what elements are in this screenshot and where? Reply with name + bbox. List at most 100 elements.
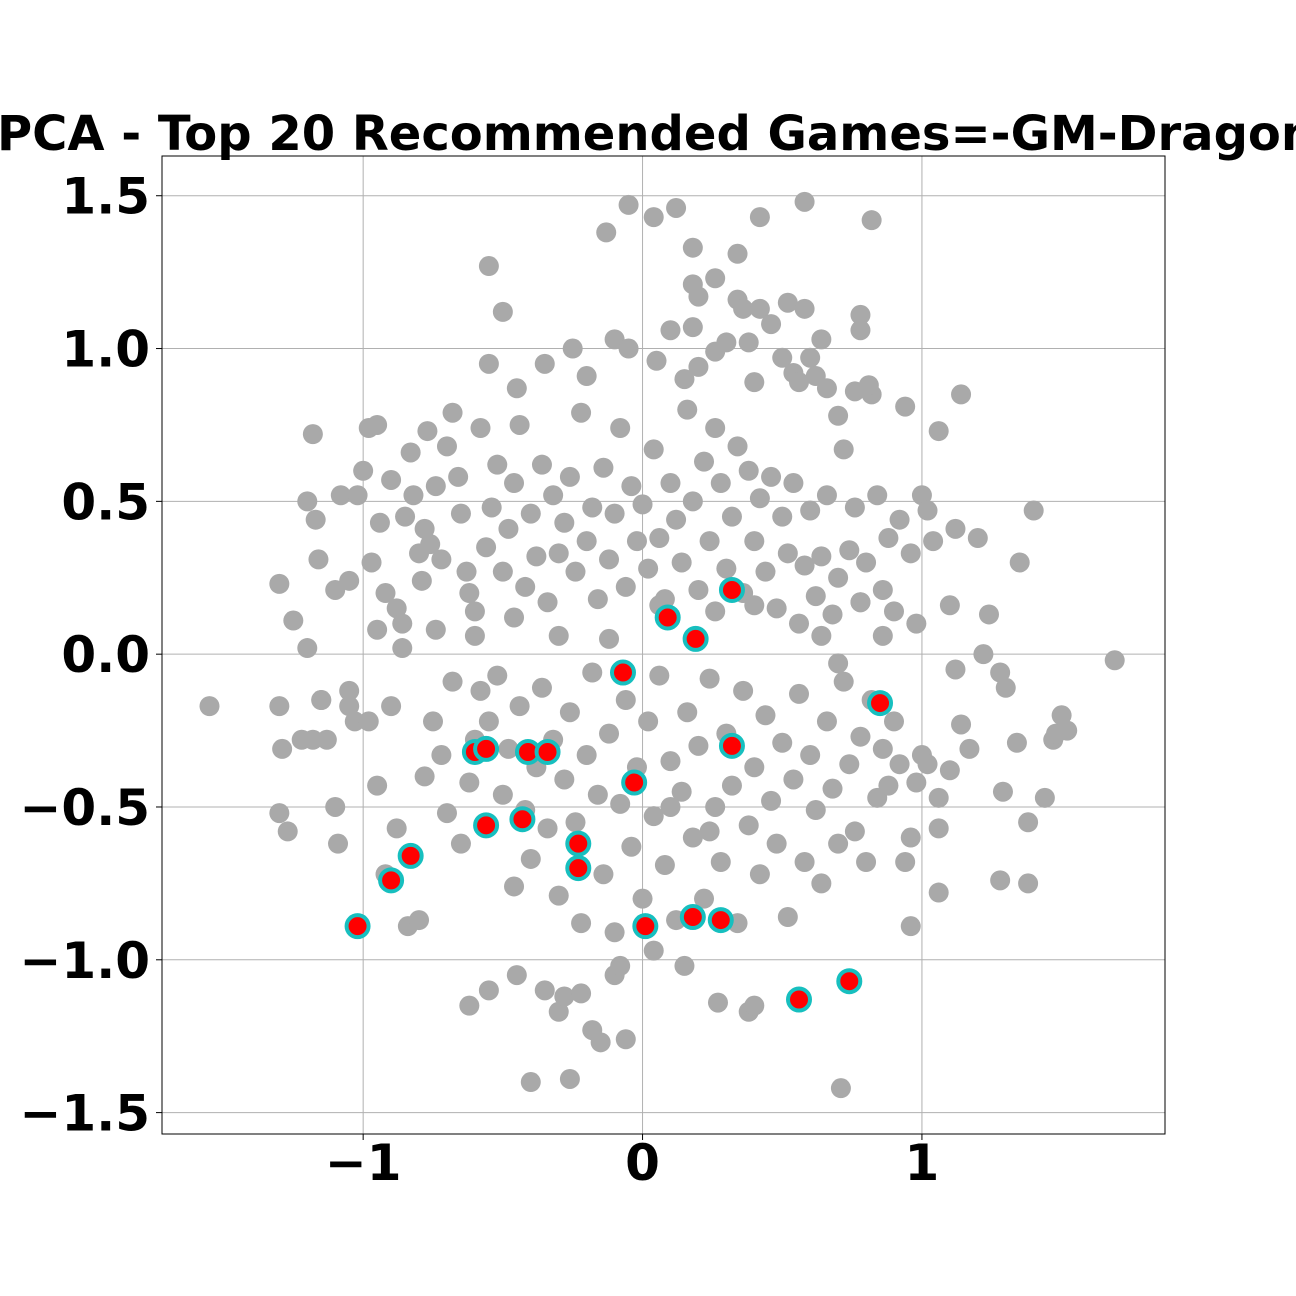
game-point (498, 738, 519, 759)
game-point (604, 922, 625, 943)
game-point (403, 485, 424, 506)
game-point (615, 690, 636, 711)
y-tick-label: 0.5 (61, 473, 150, 531)
game-point (283, 610, 304, 631)
game-point (358, 711, 379, 732)
game-point (520, 1072, 541, 1093)
game-point (1009, 552, 1030, 573)
game-point (506, 378, 527, 399)
game-point (727, 243, 748, 264)
game-point (470, 418, 491, 439)
recommended-game-point (534, 738, 561, 765)
game-point (414, 766, 435, 787)
game-point (839, 754, 860, 775)
game-point (649, 528, 670, 549)
game-point (772, 732, 793, 753)
recommended-game-point (867, 690, 894, 717)
game-point (794, 191, 815, 212)
game-point (610, 418, 631, 439)
game-point (649, 665, 670, 686)
game-point (442, 402, 463, 423)
game-point (459, 995, 480, 1016)
game-point (425, 476, 446, 497)
game-point (727, 436, 748, 457)
plot-frame (161, 155, 1166, 1135)
game-point (515, 576, 536, 597)
y-axis-ticks: 1.5 1.0 0.5 0.0 −0.5 −1.0 −1.5 (20, 168, 162, 1143)
game-point (459, 772, 480, 793)
game-point (733, 298, 754, 319)
game-point (744, 595, 765, 616)
game-point (666, 197, 687, 218)
game-point (688, 356, 709, 377)
game-point (783, 769, 804, 790)
game-point (738, 815, 759, 836)
game-point (339, 680, 360, 701)
game-point (744, 531, 765, 552)
game-point (995, 677, 1016, 698)
game-point (951, 714, 972, 735)
game-point (900, 916, 921, 937)
game-point (638, 558, 659, 579)
game-point (688, 579, 709, 600)
recommended-game-point (378, 867, 405, 894)
x-tick-label: 1 (905, 1134, 940, 1192)
game-point (576, 366, 597, 387)
game-point (531, 454, 552, 475)
game-point (353, 460, 374, 481)
game-point (744, 757, 765, 778)
game-point (928, 818, 949, 839)
game-point (992, 781, 1013, 802)
game-point (856, 851, 877, 872)
game-point (537, 592, 558, 613)
game-point (492, 301, 513, 322)
game-point (738, 332, 759, 353)
recommended-game-point (473, 812, 500, 839)
game-point (297, 638, 318, 659)
recommended-game-point (473, 735, 500, 762)
game-point (392, 613, 413, 634)
game-point (599, 549, 620, 570)
game-point (411, 570, 432, 591)
game-point (830, 1078, 851, 1099)
game-point (414, 518, 435, 539)
game-point (297, 491, 318, 512)
game-point (590, 1032, 611, 1053)
game-point (487, 454, 508, 475)
game-point (487, 665, 508, 686)
game-point (615, 576, 636, 597)
game-point (448, 466, 469, 487)
game-point (436, 436, 457, 457)
game-point (923, 531, 944, 552)
game-point (520, 848, 541, 869)
game-point (928, 787, 949, 808)
game-point (328, 833, 349, 854)
game-point (682, 237, 703, 258)
game-point (554, 769, 575, 790)
game-point (811, 625, 832, 646)
game-point (593, 457, 614, 478)
game-point (395, 506, 416, 527)
game-point (777, 907, 798, 928)
game-point (325, 796, 346, 817)
game-point (755, 705, 776, 726)
game-point (822, 604, 843, 625)
game-point (694, 451, 715, 472)
game-point (828, 833, 849, 854)
recommended-game-point (632, 913, 659, 940)
game-point (632, 888, 653, 909)
game-point (939, 595, 960, 616)
y-tick-label: −1.0 (20, 932, 150, 990)
game-point (450, 833, 471, 854)
game-point (951, 384, 972, 405)
game-point (906, 613, 927, 634)
game-point (596, 222, 617, 243)
x-axis-ticks: −1 0 1 (325, 1134, 940, 1192)
game-point (816, 711, 837, 732)
game-point (559, 702, 580, 723)
game-point (928, 421, 949, 442)
chart-title: PCA - Top 20 Recommended Games=-GM-Drago… (0, 106, 1296, 162)
game-point (816, 485, 837, 506)
game-point (850, 726, 871, 747)
game-point (828, 567, 849, 588)
